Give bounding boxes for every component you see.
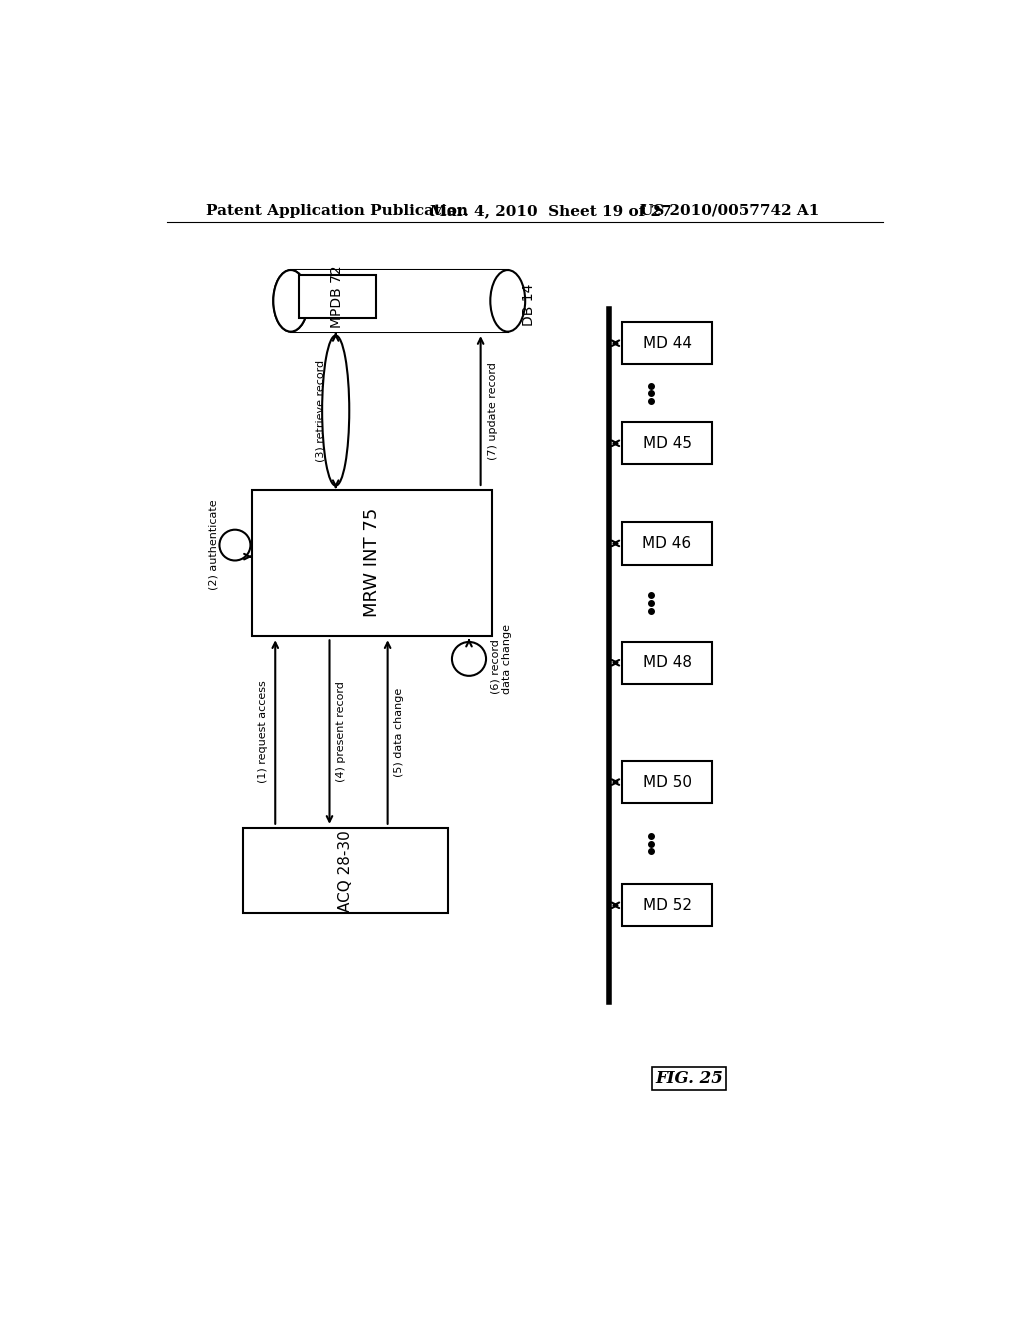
Text: (5) data change: (5) data change — [394, 688, 403, 776]
Bar — [243, 829, 449, 913]
Text: DB 14: DB 14 — [521, 284, 536, 326]
Text: ACQ 28-30: ACQ 28-30 — [338, 830, 353, 912]
Ellipse shape — [490, 271, 525, 331]
Ellipse shape — [273, 271, 308, 331]
Bar — [291, 271, 508, 331]
Text: MRW INT 75: MRW INT 75 — [364, 508, 381, 618]
Text: (6) record
data change: (6) record data change — [490, 624, 512, 694]
Text: US 2010/0057742 A1: US 2010/0057742 A1 — [640, 203, 819, 218]
Text: FIG. 25: FIG. 25 — [655, 1071, 723, 1088]
Text: (7) update record: (7) update record — [488, 362, 499, 459]
Text: MD 45: MD 45 — [642, 436, 691, 451]
Ellipse shape — [323, 335, 349, 486]
Text: Mar. 4, 2010  Sheet 19 of 27: Mar. 4, 2010 Sheet 19 of 27 — [430, 203, 672, 218]
Bar — [623, 760, 712, 804]
Text: MD 46: MD 46 — [642, 536, 691, 550]
Bar — [299, 276, 376, 318]
Text: MPDB 72: MPDB 72 — [331, 265, 344, 327]
Bar — [623, 884, 712, 927]
Bar — [623, 422, 712, 465]
Ellipse shape — [273, 271, 308, 331]
Text: Patent Application Publication: Patent Application Publication — [206, 203, 468, 218]
Bar — [623, 322, 712, 364]
Text: (4) present record: (4) present record — [336, 681, 346, 783]
Text: (3) retrieve record: (3) retrieve record — [315, 359, 326, 462]
Text: MD 52: MD 52 — [642, 898, 691, 913]
Text: MD 44: MD 44 — [642, 335, 691, 351]
Text: (2) authenticate: (2) authenticate — [208, 500, 218, 590]
Text: MD 48: MD 48 — [642, 655, 691, 671]
Bar — [623, 523, 712, 565]
Bar — [623, 642, 712, 684]
Text: MD 50: MD 50 — [642, 775, 691, 789]
Text: (1) request access: (1) request access — [257, 681, 267, 784]
Bar — [252, 490, 493, 636]
